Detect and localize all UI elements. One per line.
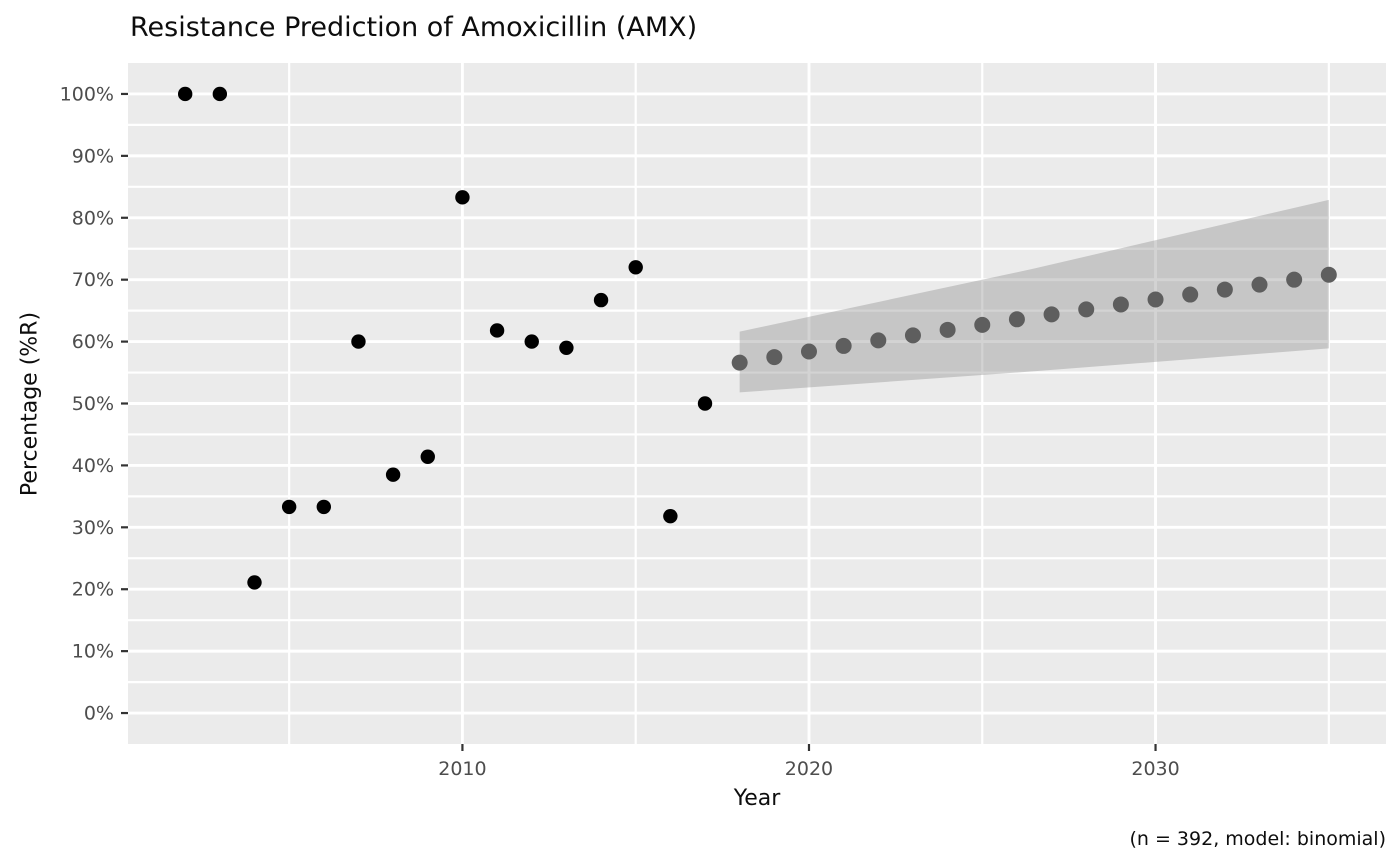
data-point-observed bbox=[697, 396, 713, 411]
data-point-predicted bbox=[939, 321, 956, 338]
y-axis-tick-label: 40% bbox=[72, 455, 114, 477]
data-point-observed bbox=[559, 340, 574, 355]
data-point-observed bbox=[281, 499, 297, 515]
data-point-observed bbox=[489, 323, 505, 338]
chart-title: Resistance Prediction of Amoxicillin (AM… bbox=[130, 12, 698, 43]
y-axis-tick-label: 100% bbox=[60, 83, 114, 105]
data-point-predicted bbox=[1008, 311, 1025, 328]
data-point-predicted bbox=[1078, 301, 1095, 318]
data-point-observed bbox=[628, 260, 643, 275]
data-point-observed bbox=[524, 334, 539, 349]
confidence-interval-ribbon bbox=[739, 199, 1329, 393]
data-point-predicted bbox=[1320, 266, 1337, 283]
data-point-predicted bbox=[766, 349, 783, 366]
data-point-predicted bbox=[974, 316, 991, 333]
y-axis-tick-label: 20% bbox=[72, 579, 114, 601]
data-point-predicted bbox=[1251, 276, 1268, 293]
data-point-predicted bbox=[1286, 271, 1303, 288]
y-axis-tick-label: 0% bbox=[84, 703, 114, 725]
data-point-observed bbox=[212, 86, 228, 102]
data-point-observed bbox=[593, 292, 609, 308]
data-point-predicted bbox=[1182, 286, 1199, 303]
data-point-predicted bbox=[1043, 306, 1060, 323]
y-axis-tick-label: 50% bbox=[72, 393, 114, 415]
data-point-predicted bbox=[1112, 296, 1129, 313]
chart-caption: (n = 392, model: binomial) bbox=[1129, 828, 1386, 850]
y-axis-tick-label: 30% bbox=[72, 517, 114, 539]
x-axis-tick-label: 2030 bbox=[1131, 758, 1179, 780]
data-point-predicted bbox=[800, 343, 817, 360]
data-point-observed bbox=[316, 499, 332, 515]
data-point-observed bbox=[455, 190, 470, 205]
x-axis-title: Year bbox=[733, 786, 781, 811]
data-point-observed bbox=[177, 86, 193, 102]
data-point-predicted bbox=[835, 337, 852, 354]
data-point-observed bbox=[663, 508, 678, 524]
x-axis-tick-label: 2020 bbox=[785, 758, 833, 780]
y-axis-tick-label: 60% bbox=[72, 331, 114, 353]
data-point-predicted bbox=[1216, 281, 1233, 298]
data-point-predicted bbox=[904, 327, 921, 344]
data-point-observed bbox=[420, 449, 435, 464]
y-axis-tick-label: 90% bbox=[72, 145, 114, 167]
data-point-observed bbox=[351, 334, 366, 349]
y-axis-title: Percentage (%R) bbox=[17, 311, 43, 497]
data-point-observed bbox=[247, 575, 262, 590]
x-axis-tick-label: 2010 bbox=[438, 758, 486, 780]
data-point-predicted bbox=[870, 332, 887, 349]
y-axis-tick-label: 10% bbox=[72, 641, 114, 663]
data-point-predicted bbox=[1147, 291, 1164, 308]
y-axis-tick-label: 80% bbox=[72, 207, 114, 229]
data-point-predicted bbox=[731, 354, 748, 371]
y-axis-tick-label: 70% bbox=[72, 269, 114, 291]
data-point-observed bbox=[385, 467, 401, 482]
